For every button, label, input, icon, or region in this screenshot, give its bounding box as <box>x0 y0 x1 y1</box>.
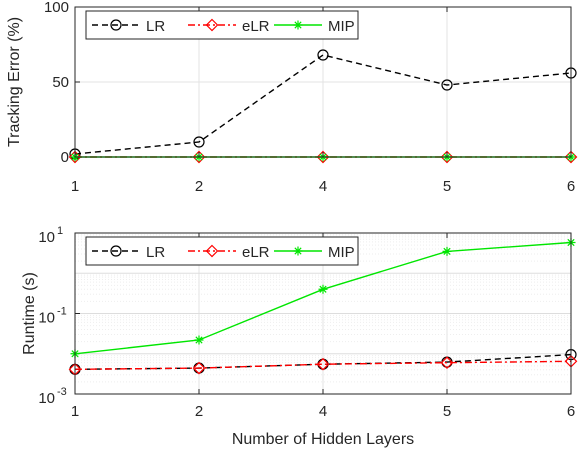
data-point-mip <box>318 284 328 294</box>
legend: LR eLR MIP <box>85 10 359 40</box>
legend-label: LR <box>146 18 165 35</box>
legend-entry-mip: MIP <box>274 244 355 261</box>
y-tick-base: 10 <box>38 310 55 327</box>
data-point-elr <box>192 150 206 164</box>
legend-marker <box>293 246 303 256</box>
y-tick-label: 0 <box>61 149 69 166</box>
data-point-elr <box>440 356 454 370</box>
legend: LR eLR MIP <box>85 236 359 266</box>
data-point-elr <box>440 150 454 164</box>
x-tick-label: 6 <box>567 178 575 195</box>
data-point-lr <box>317 49 329 61</box>
legend-marker <box>293 20 303 30</box>
data-point-elr <box>316 357 330 371</box>
legend-label: eLR <box>242 244 270 261</box>
x-tick-label: 2 <box>195 178 203 195</box>
legend-marker <box>205 18 219 32</box>
legend-entry-elr: eLR <box>188 18 270 35</box>
y-tick-base: 10 <box>38 390 55 407</box>
data-point-elr <box>192 361 206 375</box>
data-point-lr <box>193 136 205 148</box>
x-tick-label: 4 <box>319 403 327 420</box>
legend-entry-lr: LR <box>92 18 165 35</box>
x-tick-label: 5 <box>443 403 451 420</box>
legend-label: MIP <box>328 18 355 35</box>
legend-label: LR <box>146 244 165 261</box>
data-point-elr <box>564 150 578 164</box>
series-line-lr <box>74 54 572 155</box>
x-axis-label: Number of Hidden Layers <box>232 431 414 448</box>
y-axis-label: Tracking Error (%) <box>6 17 23 147</box>
legend-entry-mip: MIP <box>274 18 355 35</box>
x-tick-label: 1 <box>71 403 79 420</box>
legend-label: MIP <box>328 244 355 261</box>
data-point-elr <box>68 150 82 164</box>
x-tick-label: 4 <box>319 178 327 195</box>
legend-entry-lr: LR <box>92 244 165 261</box>
data-point-lr <box>441 79 453 91</box>
y-axis-label: Runtime (s) <box>21 272 38 355</box>
y-tick-exponent: -3 <box>57 386 67 398</box>
x-tick-label: 2 <box>195 403 203 420</box>
y-tick-label: 50 <box>52 74 69 91</box>
y-tick-exponent: -1 <box>57 306 67 318</box>
legend-entry-elr: eLR <box>188 244 270 261</box>
data-point-elr <box>316 150 330 164</box>
series-elr <box>68 150 578 164</box>
y-tick-label: 100 <box>44 0 69 16</box>
legend-marker <box>205 244 219 258</box>
y-tick-base: 10 <box>38 229 55 246</box>
y-tick-label: 10 <box>38 229 55 246</box>
legend-label: eLR <box>242 18 270 35</box>
data-point-mip <box>194 335 204 345</box>
y-tick-label: 10 <box>38 390 55 407</box>
x-tick-label: 5 <box>443 178 451 195</box>
y-tick-exponent: 1 <box>57 225 63 237</box>
x-tick-label: 6 <box>567 403 575 420</box>
series-line-lr <box>74 353 572 370</box>
x-tick-label: 1 <box>71 178 79 195</box>
tracking-error-panel: 1 2 4 5 6 0 50 100 Tracking Error (%) LR eLR MIP <box>6 0 578 195</box>
legend-marker <box>110 19 122 31</box>
legend-marker <box>110 245 122 257</box>
y-tick-label: 10 <box>38 310 55 327</box>
data-point-mip <box>442 246 452 256</box>
